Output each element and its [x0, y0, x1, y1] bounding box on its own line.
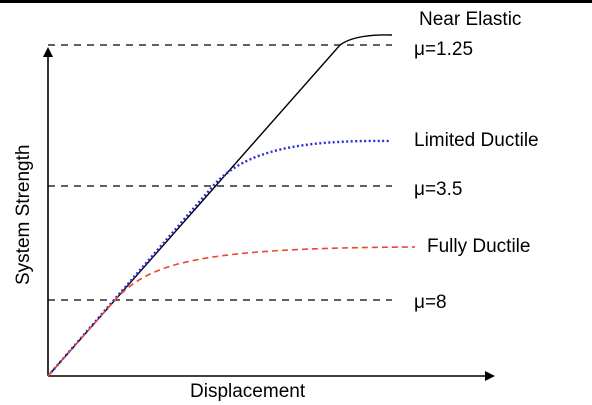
mu-1-25-label: μ=1.25	[414, 39, 473, 60]
near-elastic-curve	[47, 34, 393, 377]
limited-ductile-curve	[47, 139, 391, 377]
fully-ductile-label: Fully Ductile	[427, 236, 530, 257]
mu-8-label: μ=8	[414, 292, 447, 313]
limited-ductile-label: Limited Ductile	[414, 130, 539, 151]
near-elastic-label: Near Elastic	[419, 9, 521, 30]
x-axis-label: Displacement	[190, 381, 306, 402]
fully-ductile-curve	[47, 246, 416, 377]
y-axis-label: System Strength	[13, 145, 34, 285]
mu-3-5-label: μ=3.5	[414, 179, 462, 200]
